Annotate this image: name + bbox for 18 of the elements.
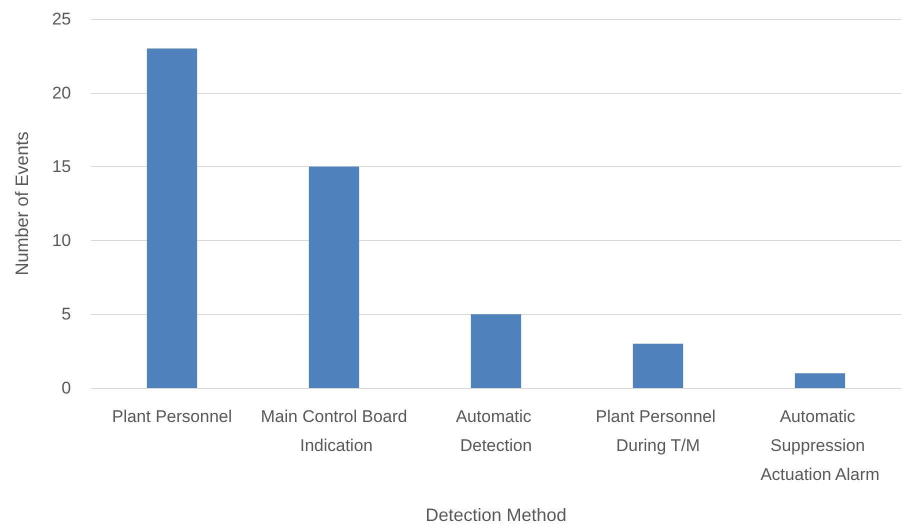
- bar: [470, 314, 522, 388]
- y-tick-label: 5: [62, 304, 71, 324]
- y-axis-title: Number of Events: [12, 131, 32, 276]
- x-tick-label: Main Control Board Indication: [260, 407, 408, 455]
- y-tick-label: 15: [52, 157, 71, 176]
- bar: [308, 166, 360, 388]
- x-tick-label: Automatic Detection: [456, 407, 536, 455]
- y-tick-label: 20: [52, 83, 71, 102]
- y-tick-label: 0: [62, 378, 71, 398]
- bar: [794, 373, 846, 388]
- bar: [632, 344, 684, 388]
- y-tick-label: 10: [52, 230, 71, 250]
- x-tick-label: Plant Personnel During T/M: [596, 407, 720, 455]
- x-axis-title: Detection Method: [425, 505, 567, 525]
- bar: [146, 48, 198, 388]
- y-tick-label: 25: [52, 10, 71, 28]
- x-tick-label: Automatic Suppression Actuation Alarm: [760, 407, 880, 484]
- x-tick-label: Plant Personnel: [112, 407, 232, 426]
